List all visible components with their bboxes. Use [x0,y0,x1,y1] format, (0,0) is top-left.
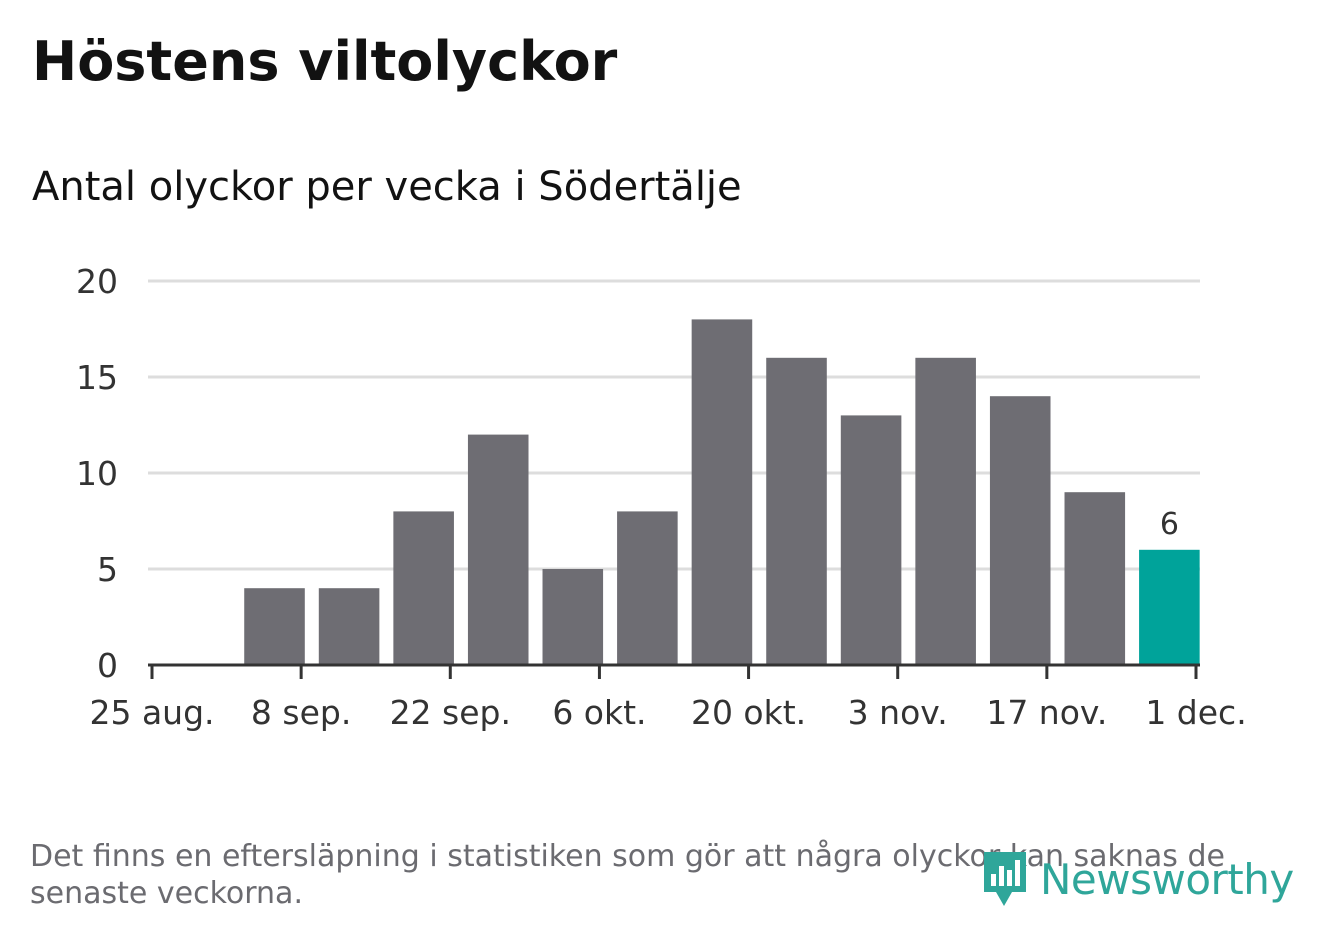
bar [840,415,902,665]
y-tick-label: 5 [97,550,118,589]
bar [244,588,305,665]
bar [318,588,380,665]
brand-name: Newsworthy [1040,854,1294,904]
x-tick-label: 1 dec. [1145,693,1246,732]
bars [244,319,1200,665]
data-labels: 6 [1160,507,1179,542]
bar [1064,492,1126,665]
chart-title: Höstens viltolyckor [32,30,618,93]
bar [989,396,1051,665]
x-tick-label: 22 sep. [390,693,511,732]
x-tick-label: 6 okt. [552,693,646,732]
y-axis-ticks: 0 5 10 15 20 [76,262,118,685]
x-tick-label: 20 okt. [691,693,806,732]
x-tick-label: 8 sep. [251,693,351,732]
y-tick-label: 10 [76,454,118,493]
bar-chart: 6 25 aug. 8 sep. 22 sep. 6 okt. 20 okt. 3 nov… [76,262,1247,732]
x-tick-label: 25 aug. [89,693,214,732]
newsworthy-brand[interactable]: Newsworthy [980,846,1294,912]
bar [691,319,753,665]
y-tick-label: 0 [97,646,118,685]
x-tick-label: 17 nov. [986,693,1107,732]
bar [467,434,529,665]
bar [393,511,454,665]
chart-subtitle: Antal olyckor per vecka i Södertälje [32,164,742,210]
bar [542,569,604,665]
bar [766,357,827,665]
bar [617,511,678,665]
y-tick-label: 20 [76,262,118,301]
y-tick-label: 15 [76,358,118,397]
data-label: 6 [1160,507,1179,542]
x-axis: 25 aug. 8 sep. 22 sep. 6 okt. 20 okt. 3 nov. 1… [89,663,1247,732]
newsworthy-logo-icon [984,852,1026,906]
bar [1139,549,1200,665]
bar [915,357,976,665]
x-tick-label: 3 nov. [848,693,948,732]
